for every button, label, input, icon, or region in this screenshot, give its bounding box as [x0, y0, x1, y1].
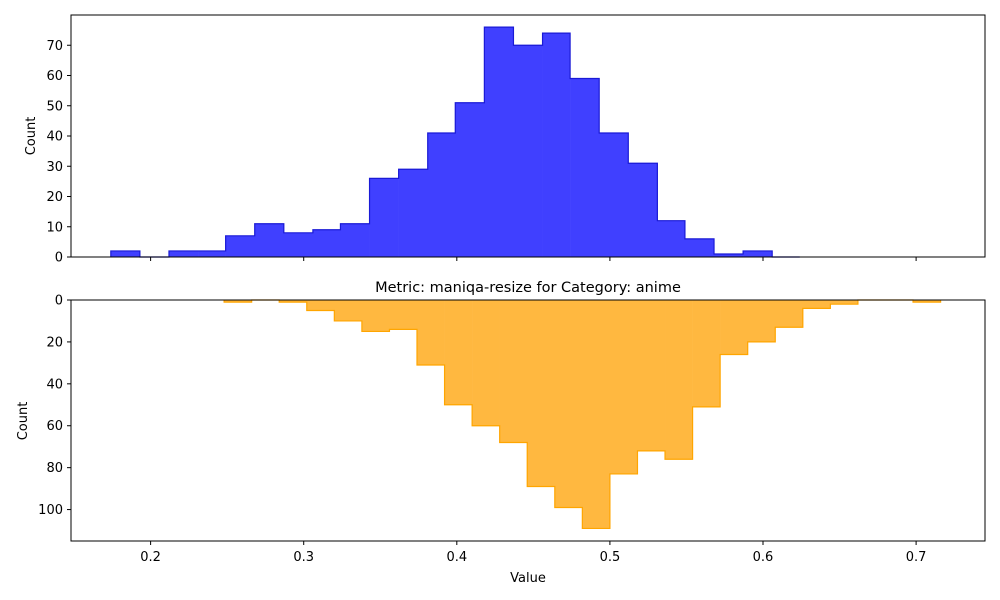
- top-y-tick-label: 0: [55, 251, 63, 266]
- top-y-tick-label: 20: [46, 190, 63, 205]
- top-y-tick-label: 60: [46, 69, 63, 84]
- top-histogram-bar: [657, 220, 686, 257]
- top-histogram-bar: [542, 33, 571, 258]
- bottom-histogram-bar: [802, 300, 831, 309]
- top-histogram-bar: [369, 178, 399, 257]
- bottom-plot-frame: [70, 299, 986, 542]
- top-histogram-bar: [225, 235, 256, 257]
- bottom-histogram-bar: [775, 300, 804, 328]
- bottom-histogram-bar: [472, 300, 500, 426]
- bottom-x-tick-label: 0.5: [600, 550, 621, 565]
- top-histogram-bar: [254, 223, 285, 257]
- bottom-x-tick-label: 0.6: [753, 550, 774, 565]
- top-y-tick-label: 10: [46, 220, 63, 235]
- bottom-histogram-bar: [913, 300, 941, 303]
- bottom-histogram-bar: [361, 300, 390, 332]
- top-histogram-bar: [743, 250, 773, 257]
- top-y-tick-label: 30: [46, 160, 63, 175]
- bottom-histogram-bar: [582, 300, 611, 529]
- bottom-x-axis-label: Value: [510, 571, 546, 586]
- top-histogram-bar: [570, 78, 600, 258]
- bottom-histogram-bar: [747, 300, 776, 342]
- bottom-histogram-bar: [665, 300, 693, 460]
- bottom-y-tick-label: 80: [46, 461, 63, 476]
- top-y-tick-label: 50: [46, 99, 63, 114]
- bottom-step-outline: [223, 299, 942, 530]
- bottom-y-tick-label: 100: [38, 503, 63, 518]
- bottom-x-tick-label: 0.2: [140, 550, 161, 565]
- bottom-histogram-bar: [224, 300, 252, 303]
- top-histogram: 0 10 20 30 40 50 60 70: [46, 14, 986, 266]
- bottom-histogram-bar: [609, 300, 638, 474]
- bottom-histogram: 0 20 40 60 80 100 0.2 0.3 0.4 0.5 0.6 0.7: [38, 294, 986, 565]
- top-histogram-bar: [168, 250, 199, 257]
- bottom-histogram-bar: [554, 300, 583, 508]
- top-histogram-bar: [714, 253, 744, 257]
- top-histogram-bar: [684, 238, 715, 257]
- bottom-histogram-bar: [637, 300, 666, 451]
- bottom-histogram-bar: [417, 300, 445, 365]
- top-histogram-bar: [110, 250, 141, 257]
- top-histogram-bar: [283, 232, 314, 257]
- bottom-x-tick-label: 0.3: [293, 550, 314, 565]
- bottom-histogram-bar: [444, 300, 473, 405]
- top-y-axis-label: Count: [24, 117, 39, 156]
- bottom-histogram-bar: [692, 300, 721, 407]
- bottom-y-tick-label: 60: [46, 419, 63, 434]
- top-histogram-bar: [484, 27, 514, 257]
- bottom-histogram-bar: [306, 300, 335, 311]
- top-y-tick-label: 40: [46, 130, 63, 145]
- bottom-y-tick-label: 20: [46, 335, 63, 350]
- top-histogram-bar: [513, 45, 543, 257]
- top-step-outline: [110, 26, 800, 258]
- bottom-x-tick-label: 0.7: [906, 550, 927, 565]
- top-histogram-bar: [628, 163, 658, 257]
- top-histogram-bar: [312, 229, 341, 257]
- top-histogram-bar: [599, 132, 629, 257]
- bottom-histogram-bar: [499, 300, 528, 443]
- top-histogram-bar: [427, 132, 456, 257]
- bottom-x-tick-label: 0.4: [446, 550, 467, 565]
- bottom-histogram-bar: [389, 300, 418, 330]
- top-histogram-bar: [198, 250, 226, 257]
- bottom-y-tick-label: 40: [46, 377, 63, 392]
- top-histogram-bar: [340, 223, 370, 257]
- top-histogram-bar: [455, 102, 485, 257]
- top-y-tick-label: 70: [46, 39, 63, 54]
- bottom-histogram-bar: [720, 300, 748, 355]
- bottom-histogram-bar: [527, 300, 556, 487]
- bottom-histogram-bar: [830, 300, 859, 305]
- bottom-y-tick-label: 0: [55, 294, 63, 309]
- bottom-y-axis-label: Count: [16, 402, 31, 441]
- bottom-chart-title: Metric: maniqa-resize for Category: anim…: [375, 280, 681, 296]
- bottom-histogram-bar: [334, 300, 363, 321]
- top-histogram-bar: [398, 169, 429, 257]
- bottom-histogram-bar: [279, 300, 308, 303]
